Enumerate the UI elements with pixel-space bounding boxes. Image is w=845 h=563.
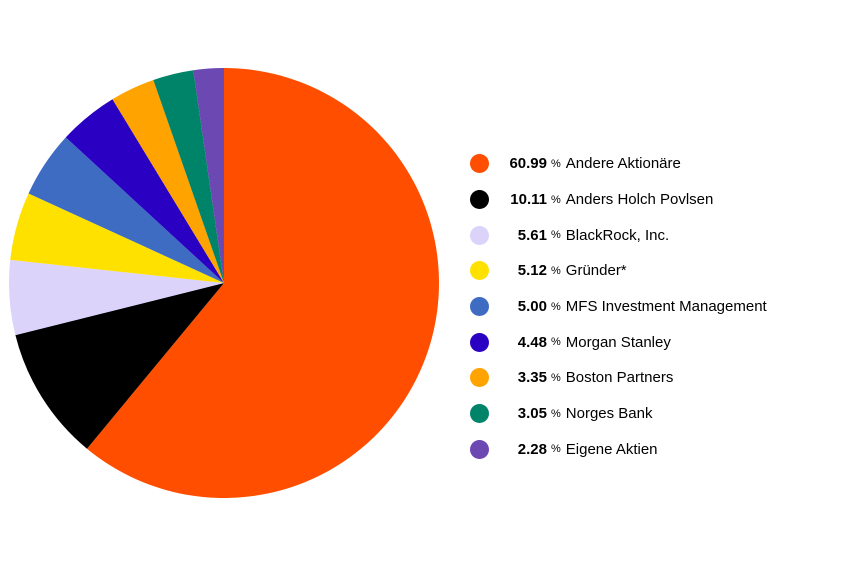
legend-item: 3.05% Norges Bank <box>470 396 767 432</box>
legend-value: 10.11 <box>510 191 547 209</box>
legend-label: Morgan Stanley <box>565 333 671 351</box>
legend-value: 3.35 <box>517 369 547 387</box>
legend-value: 4.48 <box>517 333 547 351</box>
pie-slice-2 <box>8 259 225 336</box>
legend-percent-sign: % <box>551 407 561 420</box>
legend-label: Norges Bank <box>565 405 653 423</box>
legend-percent-sign: % <box>551 300 561 313</box>
pie-slice-6 <box>112 79 224 283</box>
legend-value: 5.00 <box>517 298 547 316</box>
legend-item: 2.28% Eigene Aktien <box>470 432 767 468</box>
legend-value: 3.05 <box>517 405 547 423</box>
legend-label: Boston Partners <box>565 369 674 387</box>
legend-percent-sign: % <box>551 443 561 456</box>
legend-label: Andere Aktionäre <box>565 155 681 173</box>
pie-slice-3 <box>10 193 224 283</box>
legend-percent-sign: % <box>551 157 561 170</box>
legend-swatch <box>470 190 489 210</box>
pie-slice-5 <box>65 99 224 283</box>
legend-item: 10.11% Anders Holch Povlsen <box>470 182 767 218</box>
legend-percent-sign: % <box>551 371 561 384</box>
legend-value: 2.28 <box>517 440 547 458</box>
legend-swatch <box>470 404 489 424</box>
legend-label: BlackRock, Inc. <box>565 226 670 244</box>
legend-value: 5.61 <box>517 226 547 244</box>
legend-percent-sign: % <box>551 229 561 242</box>
legend-label: Anders Holch Povlsen <box>565 191 714 209</box>
legend-value: 60.99 <box>509 155 547 173</box>
legend-label: Eigene Aktien <box>565 440 658 458</box>
legend-swatch <box>470 368 489 388</box>
pie-slice-0 <box>86 68 440 498</box>
legend-percent-sign: % <box>551 336 561 349</box>
legend-item: 4.48% Morgan Stanley <box>470 324 767 360</box>
legend-swatch <box>470 261 489 281</box>
legend-label: MFS Investment Management <box>565 298 767 316</box>
pie-slice-4 <box>28 137 224 283</box>
legend: 60.99% Andere Aktionäre 10.11% Anders Holch… <box>470 146 767 467</box>
legend-swatch <box>470 297 489 317</box>
legend-swatch <box>470 154 489 174</box>
pie-slice-1 <box>15 283 225 449</box>
legend-percent-sign: % <box>551 193 561 206</box>
legend-percent-sign: % <box>551 264 561 277</box>
legend-swatch <box>470 439 489 459</box>
legend-item: 3.35% Boston Partners <box>470 360 767 396</box>
pie-slice-7 <box>153 70 224 283</box>
legend-label: Gründer* <box>565 262 627 280</box>
legend-item: 5.00% MFS Investment Management <box>470 289 767 325</box>
legend-item: 5.12% Gründer* <box>470 253 767 289</box>
legend-value: 5.12 <box>517 262 547 280</box>
legend-swatch <box>470 225 489 245</box>
legend-swatch <box>470 332 489 352</box>
pie-slice-8 <box>193 68 224 283</box>
legend-item: 5.61% BlackRock, Inc. <box>470 217 767 253</box>
legend-item: 60.99% Andere Aktionäre <box>470 146 767 182</box>
